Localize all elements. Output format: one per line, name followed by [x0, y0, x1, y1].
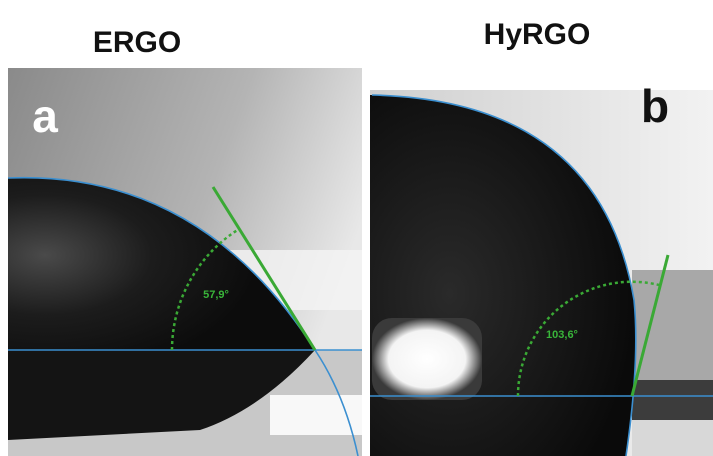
panel-title: ERGO [93, 26, 181, 59]
panel-label: a [32, 90, 58, 142]
panel-label: b [641, 80, 669, 132]
panel-b-image [370, 90, 713, 456]
panel-a-image [8, 68, 362, 456]
angle-label: 103,6° [546, 329, 578, 341]
panel-title: HyRGO [484, 18, 591, 51]
angle-label: 57,9° [203, 289, 229, 301]
